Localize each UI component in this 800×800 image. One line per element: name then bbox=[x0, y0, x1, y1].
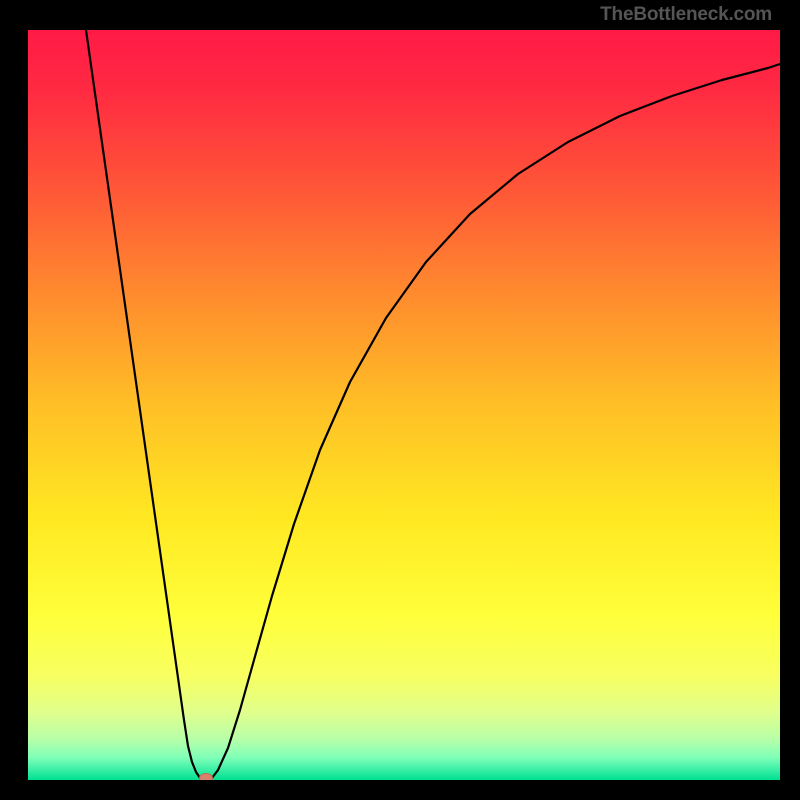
watermark-text: TheBottleneck.com bbox=[600, 4, 772, 26]
plot-area bbox=[28, 30, 780, 780]
chart-frame: TheBottleneck.com bbox=[0, 0, 800, 800]
optimum-marker bbox=[199, 773, 213, 780]
bottleneck-curve bbox=[28, 30, 780, 780]
